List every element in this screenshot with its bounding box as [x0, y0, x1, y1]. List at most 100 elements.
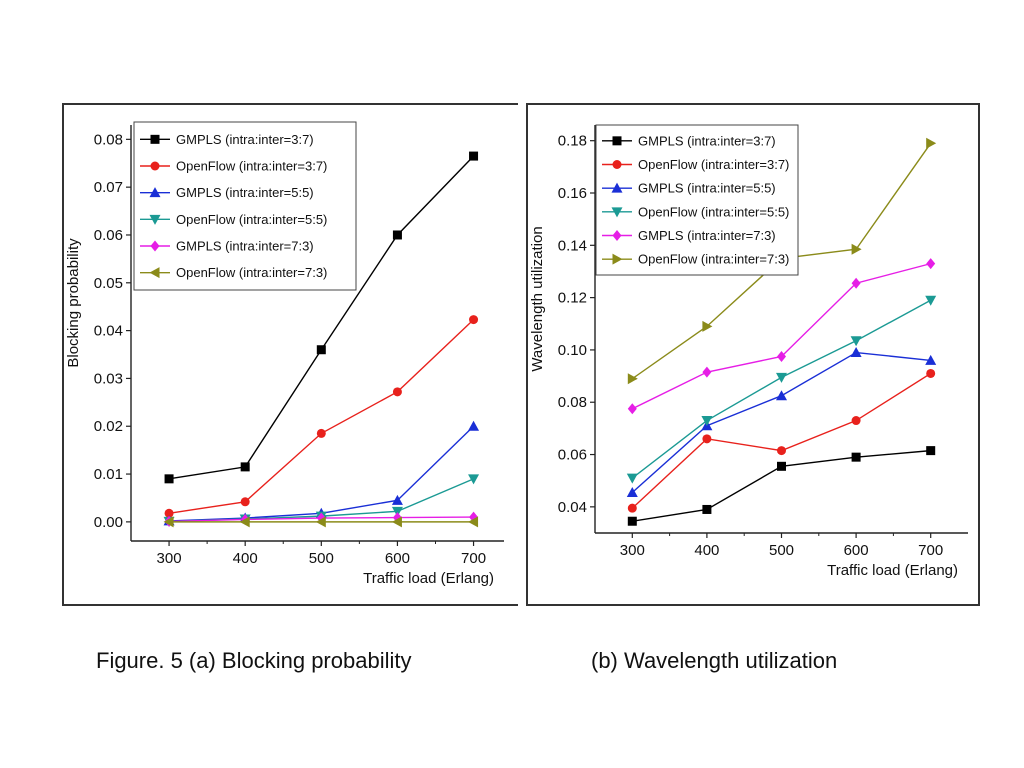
legend-label: GMPLS (intra:inter=5:5): [638, 181, 776, 196]
chart-panel-blocking-probability: 0.00 0.01 0.02 0.03 0.04 0.05 0.06 0.07 0.08 300 4…: [62, 103, 518, 606]
data-point: [316, 428, 326, 438]
data-point: [702, 434, 712, 444]
data-point: [468, 474, 480, 485]
data-point: [926, 258, 936, 270]
y-tick-label: 0.06: [94, 227, 123, 244]
series-line: [632, 449, 931, 522]
data-point: [776, 390, 787, 401]
x-tick-label: 400: [233, 550, 258, 567]
legend-box: [595, 124, 799, 276]
legend-label: OpenFlow (intra:inter=3:7): [176, 159, 327, 174]
y-tick-label: 0.07: [94, 179, 123, 196]
data-point: [315, 516, 326, 528]
data-point: [239, 516, 250, 528]
y-axis-title: Wavelength utilization: [529, 226, 546, 371]
legend-label: OpenFlow (intra:inter=5:5): [638, 204, 789, 219]
axes: 0.00 0.01 0.02 0.03 0.04 0.05 0.06 0.07 0.08 300 4…: [65, 125, 504, 587]
data-point: [468, 516, 479, 528]
data-point: [240, 462, 250, 472]
data-point: [163, 516, 174, 528]
legend-marker: [612, 253, 623, 265]
data-point: [926, 137, 937, 149]
series-5: [627, 258, 936, 415]
x-tick-label: 400: [694, 542, 719, 559]
legend-box: [133, 121, 357, 291]
legend-label: GMPLS (intra:inter=3:7): [176, 132, 314, 147]
legend-label: GMPLS (intra:inter=7:3): [176, 239, 314, 254]
data-point: [468, 420, 480, 431]
legend-marker: [612, 160, 622, 169]
data-point: [926, 446, 936, 456]
data-point: [164, 508, 174, 518]
data-point: [391, 494, 403, 505]
data-point: [777, 461, 786, 471]
y-tick-label: 0.03: [94, 370, 123, 387]
legend-marker: [150, 134, 160, 144]
data-point: [392, 387, 402, 397]
data-point: [392, 230, 402, 240]
y-tick-label: 0.05: [94, 275, 123, 292]
y-tick-label: 0.00: [94, 514, 123, 531]
series-2: [164, 315, 479, 518]
y-tick-label: 0.02: [94, 418, 123, 435]
x-tick-label: 600: [844, 542, 869, 559]
legend-marker: [150, 240, 160, 252]
axes: 0.04 0.06 0.08 0.10 0.12 0.14 0.16 0.18 300 400 50…: [529, 125, 968, 579]
y-axis-title: Blocking probability: [65, 238, 82, 368]
data-point: [925, 295, 937, 306]
y-tick-label: 0.14: [558, 237, 587, 254]
series-line: [631, 262, 931, 410]
y-tick-label: 0.10: [558, 342, 587, 359]
chart-panel-wavelength-utilization: 0.04 0.06 0.08 0.10 0.12 0.14 0.16 0.18 300 400 50…: [526, 103, 980, 606]
data-point: [316, 345, 326, 355]
legend-label: OpenFlow (intra:inter=7:3): [176, 265, 327, 280]
y-tick-label: 0.04: [94, 323, 123, 340]
data-point: [701, 416, 713, 427]
legend-label: OpenFlow (intra:inter=3:7): [638, 157, 789, 172]
data-point: [627, 403, 637, 415]
data-point: [851, 277, 861, 289]
x-axis-title: Traffic load (Erlang): [827, 562, 958, 579]
series-2: [627, 368, 936, 513]
series-6: [163, 516, 479, 528]
legend-marker: [611, 182, 623, 193]
data-point: [850, 336, 862, 347]
data-point: [702, 320, 713, 332]
series-3: [626, 347, 937, 497]
y-tick-label: 0.16: [558, 185, 587, 202]
chart-wavelength-utilization: 0.04 0.06 0.08 0.10 0.12 0.14 0.16 0.18 300 400 50…: [529, 124, 968, 579]
legend-marker: [149, 214, 161, 225]
data-point: [391, 506, 403, 517]
data-point: [626, 486, 638, 497]
legend-label: GMPLS (intra:inter=3:7): [638, 133, 776, 148]
data-point: [391, 516, 402, 528]
legend: GMPLS (intra:inter=3:7) OpenFlow (intra:i…: [133, 121, 357, 291]
data-point: [164, 474, 174, 484]
y-tick-label: 0.08: [94, 131, 123, 148]
legend-marker: [149, 187, 161, 198]
data-point: [850, 347, 862, 358]
legend-label: OpenFlow (intra:inter=7:3): [638, 252, 789, 267]
data-point: [925, 354, 937, 365]
y-tick-label: 0.04: [558, 499, 587, 516]
legend-label: OpenFlow (intra:inter=5:5): [176, 212, 327, 227]
data-point: [702, 504, 712, 514]
series-1: [627, 446, 936, 526]
chart-blocking-probability: 0.00 0.01 0.02 0.03 0.04 0.05 0.06 0.07 0.08 300 4…: [65, 121, 504, 587]
y-tick-label: 0.01: [94, 466, 123, 483]
legend-marker: [150, 161, 160, 171]
data-point: [702, 366, 712, 378]
data-point: [851, 416, 861, 426]
y-tick-label: 0.08: [558, 394, 587, 411]
x-tick-label: 500: [769, 542, 794, 559]
data-point: [627, 503, 637, 513]
data-point: [627, 516, 637, 526]
x-tick-label: 600: [385, 550, 410, 567]
legend-marker: [149, 267, 160, 279]
data-point: [777, 350, 786, 362]
legend: GMPLS (intra:inter=3:7) OpenFlow (intra:i…: [595, 124, 799, 276]
figure-caption-b: (b) Wavelength utilization: [591, 648, 838, 673]
y-tick-label: 0.12: [558, 290, 587, 307]
x-tick-label: 700: [461, 550, 486, 567]
x-tick-label: 500: [309, 550, 334, 567]
